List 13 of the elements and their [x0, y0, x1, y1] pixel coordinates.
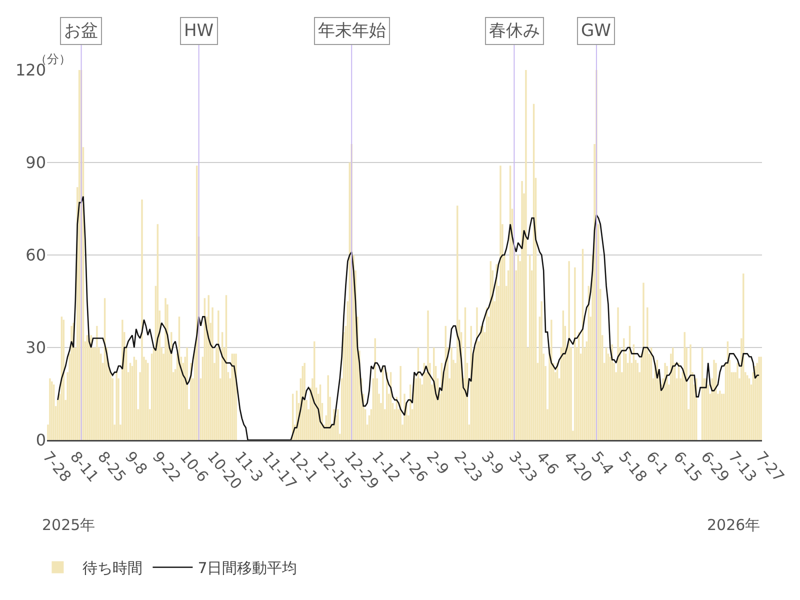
- ref-line-label: お盆: [64, 21, 98, 41]
- text: 2025年: [42, 516, 96, 534]
- ref-line-label: 年末年始: [318, 21, 386, 41]
- ref-line-label: 春休み: [489, 21, 540, 41]
- ref-line-label: GW: [581, 21, 612, 41]
- text: 2026年: [707, 516, 760, 534]
- y-tick-label: 30: [26, 338, 46, 358]
- y-tick-label: 60: [26, 246, 46, 265]
- y-tick-label: 90: [26, 153, 46, 172]
- legend-label: 7日間移動平均: [198, 559, 298, 578]
- legend-label: 待ち時間: [82, 559, 143, 578]
- y-tick-label: 0: [36, 430, 46, 450]
- ref-line-label: HW: [184, 21, 214, 41]
